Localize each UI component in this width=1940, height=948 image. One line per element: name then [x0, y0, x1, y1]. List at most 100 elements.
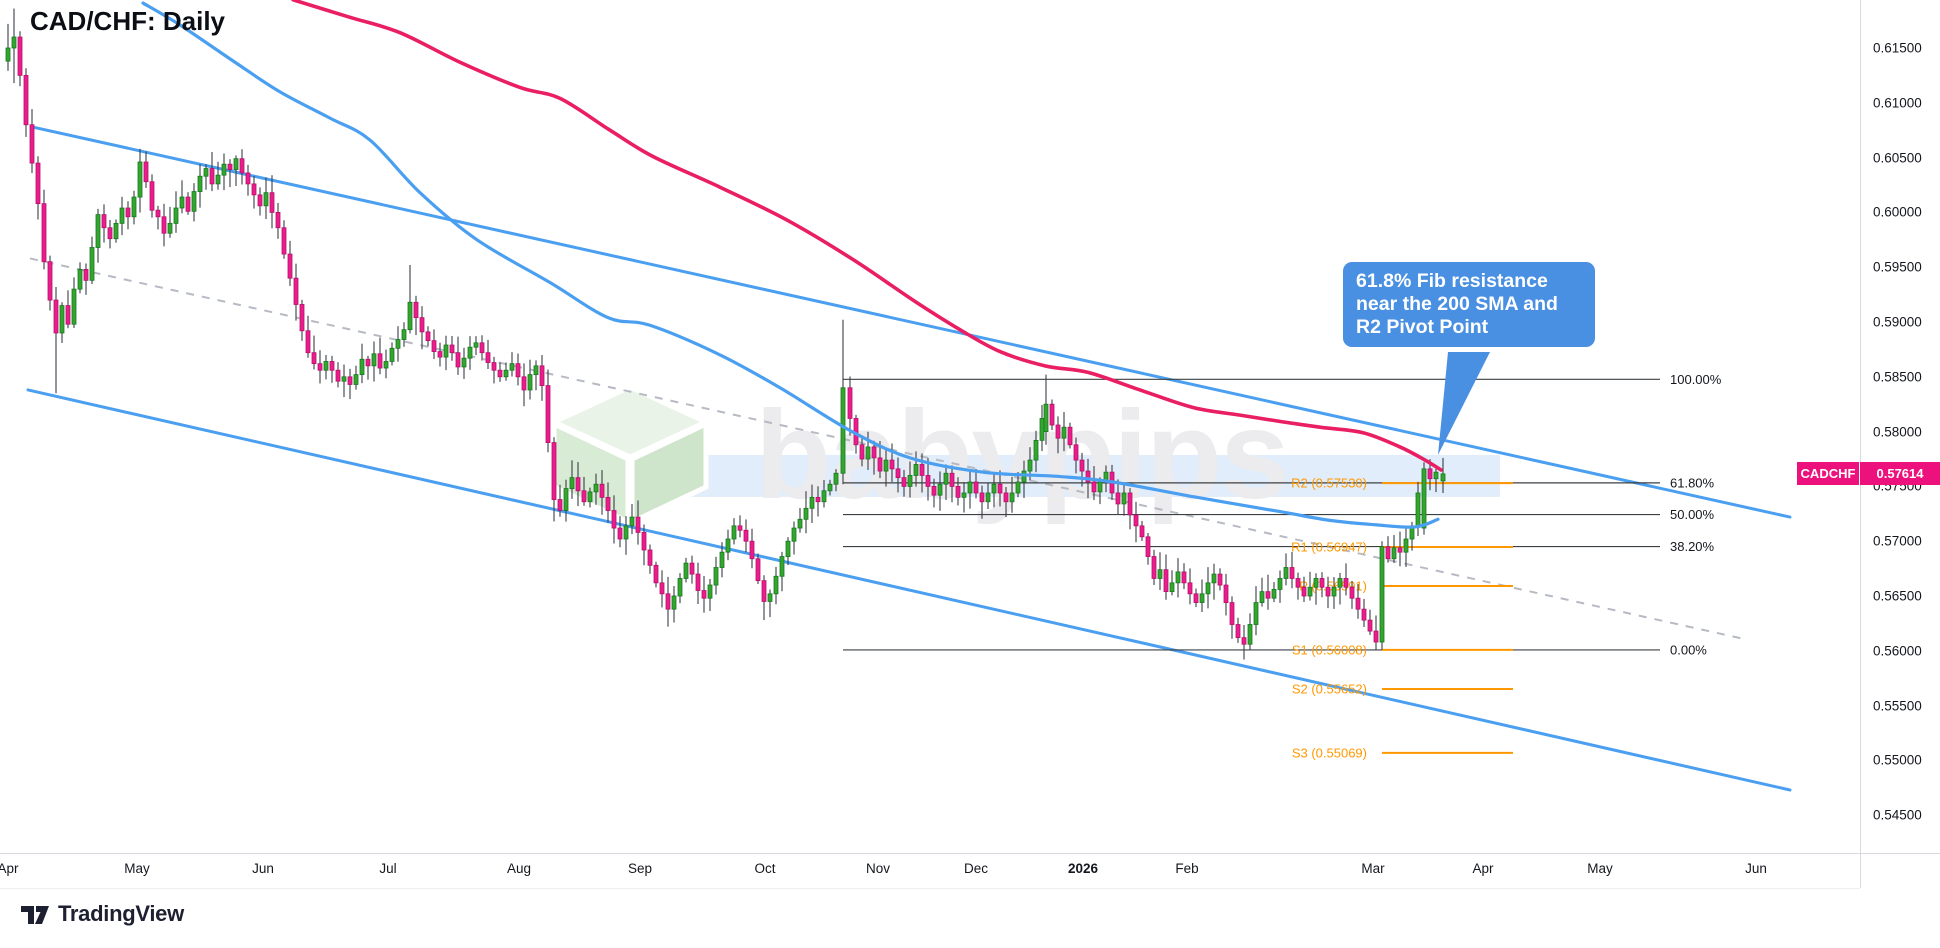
- candle-up: [407, 301, 413, 331]
- candle-up: [509, 363, 515, 371]
- candle-down: [1385, 546, 1391, 560]
- candle-up: [233, 158, 239, 171]
- candle-down: [605, 496, 611, 511]
- candle-down: [737, 525, 743, 531]
- channel-lower-trendline[interactable]: [26, 388, 1792, 792]
- pivot-level-label: S3 (0.55069): [1292, 745, 1367, 760]
- candle-up: [467, 346, 473, 359]
- candle-up: [473, 342, 479, 348]
- price-axis-tick: 0.59000: [1873, 314, 1922, 330]
- candle-down: [485, 352, 491, 363]
- time-axis-tick: May: [124, 861, 150, 876]
- candle-up: [1061, 426, 1067, 439]
- time-axis-tick: Sep: [627, 861, 653, 876]
- candle-down: [41, 203, 47, 263]
- candle-down: [293, 277, 299, 305]
- candle-down: [611, 510, 617, 529]
- candlestick-series[interactable]: [5, 8, 1446, 660]
- candle-down: [1091, 481, 1097, 493]
- candle-down: [599, 483, 605, 498]
- candle-up: [1331, 586, 1337, 597]
- candle-up: [1277, 578, 1283, 590]
- candle-down: [755, 558, 761, 582]
- candle-up: [913, 464, 919, 476]
- channel-upper-trendline[interactable]: [30, 125, 1792, 519]
- candle-down: [695, 573, 701, 591]
- candle-down: [895, 468, 901, 479]
- last-price-tag: CADCHF 0.57614: [1797, 462, 1940, 486]
- candle-down: [257, 194, 263, 207]
- candle-down: [901, 477, 907, 487]
- candle-up: [943, 472, 949, 485]
- candle-up: [1015, 481, 1021, 494]
- fib-level-label: 50.00%: [1670, 507, 1715, 522]
- candle-down: [149, 181, 155, 211]
- candle-down: [1229, 602, 1235, 625]
- tradingview-logo[interactable]: TradingView: [20, 901, 184, 927]
- candle-up: [791, 527, 797, 542]
- candle-down: [1361, 608, 1367, 621]
- candle-up: [827, 483, 833, 492]
- candle-down: [1367, 619, 1373, 632]
- candle-up: [1211, 573, 1217, 584]
- candle-up: [629, 516, 635, 527]
- candle-down: [455, 352, 461, 368]
- time-axis[interactable]: Apr May Jun Jul Aug Sep Oct Nov Dec 2026 Feb Mar Apr…: [0, 853, 1860, 889]
- candle-down: [17, 36, 23, 76]
- time-axis-tick: Apr: [1472, 861, 1494, 876]
- time-axis-tick: Oct: [754, 861, 776, 876]
- candle-down: [35, 162, 41, 205]
- tradingview-wordmark: TradingView: [58, 901, 184, 926]
- candle-up: [961, 492, 967, 498]
- candle-down: [275, 211, 281, 229]
- price-axis[interactable]: 0.61500 0.61000 0.60500 0.60000 0.59500 0.590…: [1860, 0, 1940, 853]
- candle-up: [833, 472, 839, 485]
- candle-up: [937, 483, 943, 496]
- candle-up: [767, 593, 773, 602]
- candle-down: [1355, 597, 1361, 610]
- annotation-callout[interactable]: 61.8% Fib resistance near the 200 SMA an…: [1343, 262, 1595, 347]
- time-axis-tick: Dec: [963, 861, 989, 876]
- candle-up: [1403, 538, 1409, 553]
- sma-200-line[interactable]: [291, 0, 1443, 472]
- candle-down: [659, 582, 665, 595]
- candle-up: [323, 361, 329, 371]
- candle-down: [431, 340, 437, 352]
- channel-median-dashed-line[interactable]: [29, 257, 1749, 641]
- candle-up: [683, 562, 689, 579]
- candle-up: [341, 376, 347, 382]
- time-axis-tick: Jul: [379, 861, 397, 876]
- candle-down: [1003, 492, 1009, 503]
- candle-up: [985, 492, 991, 503]
- candle-up: [1283, 567, 1289, 579]
- time-axis-tick: May: [1587, 861, 1613, 876]
- candle-down: [1049, 403, 1055, 426]
- candle-down: [641, 532, 647, 551]
- candle-up: [1271, 589, 1277, 599]
- candle-down: [689, 562, 695, 575]
- candle-up: [1337, 578, 1343, 588]
- candle-up: [1175, 571, 1181, 584]
- sma-100-line[interactable]: [141, 1, 1440, 529]
- candle-up: [719, 551, 725, 568]
- candle-down: [1373, 630, 1379, 643]
- price-axis-tick: 0.59500: [1873, 259, 1922, 275]
- last-price-symbol: CADCHF: [1800, 466, 1856, 482]
- candle-up: [1157, 569, 1163, 579]
- candle-down: [413, 301, 419, 319]
- candle-up: [563, 488, 569, 511]
- price-axis-tick: 0.57000: [1873, 533, 1922, 549]
- time-axis-tick: Mar: [1361, 861, 1385, 876]
- candle-down: [955, 485, 961, 498]
- candle-up: [71, 288, 77, 325]
- time-axis-tick: Apr: [0, 861, 19, 876]
- candle-up: [1199, 593, 1205, 603]
- candle-down: [377, 353, 383, 369]
- candle-down: [871, 446, 877, 459]
- candle-down: [1343, 578, 1349, 588]
- candle-down: [949, 472, 955, 487]
- candle-up: [1259, 591, 1265, 603]
- candle-down: [65, 305, 71, 325]
